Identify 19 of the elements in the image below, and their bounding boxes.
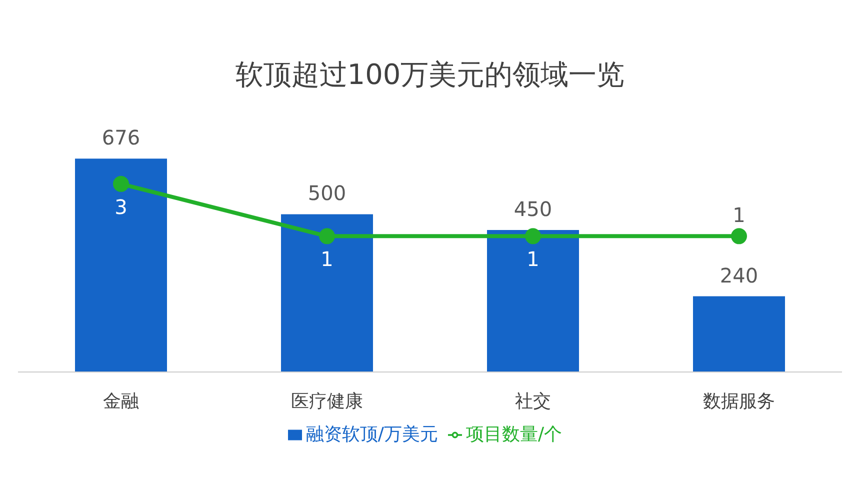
x-tick-label: 数据服务: [703, 390, 775, 412]
data-label: 3: [114, 194, 128, 219]
data-label: 450: [514, 196, 552, 221]
legend-label: 项目数量/个: [466, 424, 562, 445]
data-label: 240: [720, 263, 758, 288]
data-label: 1: [320, 247, 334, 272]
legend-label: 融资软顶/万美元: [306, 424, 438, 445]
chart-title: 软顶超过100万美元的领域一览: [234, 57, 626, 93]
bar: [487, 230, 579, 372]
bar: [693, 296, 785, 372]
data-label: 1: [526, 247, 540, 272]
x-tick-label: 医疗健康: [291, 390, 363, 412]
bar: [75, 158, 167, 372]
data-label: 676: [102, 126, 140, 150]
x-tick-label: 金融: [103, 390, 139, 412]
data-label: 1: [732, 203, 746, 228]
bar: [281, 214, 373, 372]
x-tick-label: 社交: [515, 390, 551, 412]
data-label: 500: [308, 181, 346, 206]
